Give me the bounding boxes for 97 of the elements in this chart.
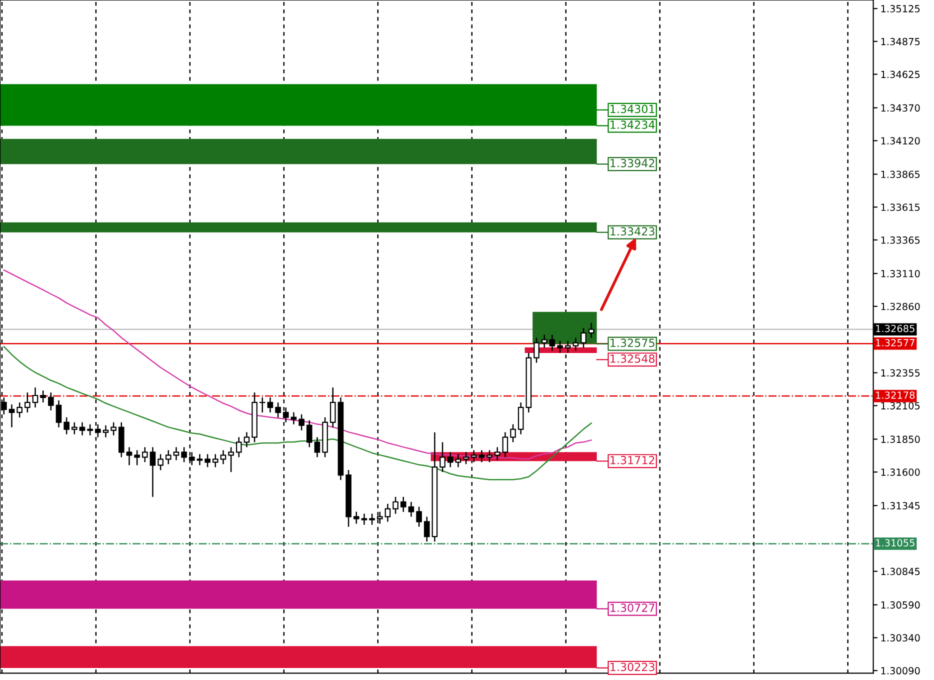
candlestick [79,422,86,436]
y-tick-label: 1.33865 [881,170,920,178]
candlestick [196,454,203,466]
y-tick-label: 1.33110 [881,270,920,278]
candlestick [330,386,336,428]
line-series [3,346,592,480]
candlestick [534,337,540,364]
candlestick [87,424,93,436]
candlestick [236,436,242,458]
candlestick [408,501,414,518]
band-label: 1.30727 [610,604,654,612]
candlestick [564,340,571,354]
candlestick [314,436,320,458]
candlestick [549,334,556,352]
y-tick-label: 1.31850 [881,436,920,443]
candlestick [275,402,281,418]
candlestick [267,396,274,414]
y-tick-label: 1.34370 [881,104,920,112]
y-tick-label: 1.33365 [881,236,920,244]
candlestick [416,506,422,528]
candlestick [447,452,454,468]
y-tick-label: 1.30340 [881,634,920,642]
band-label: 1.32548 [610,354,655,363]
y-tick-label: 1.32355 [881,369,920,377]
candlestick [110,422,116,436]
candlestick [424,516,430,542]
candlestick [134,450,140,466]
candlestick [306,420,312,448]
candlestick [204,454,210,468]
y-tick-label: 1.34120 [881,137,920,145]
candlestick [64,416,70,435]
candlestick [40,390,46,404]
candlestick [455,454,462,468]
band-label: 1.31712 [610,456,654,464]
candlestick [48,392,54,411]
candlestick [518,402,524,435]
band-label: 1.30223 [610,662,654,672]
candlestick [126,446,132,466]
y-tick-label: 1.35125 [881,5,920,12]
y-tick-label: 1.30590 [881,601,920,609]
candlestick [541,334,548,348]
y-tick-label: 1.33615 [881,204,920,211]
candlestick [369,513,375,526]
candlestick [259,396,266,414]
y-tick-label: 1.30090 [881,667,920,674]
text: 1.34301 [610,104,654,114]
candlestick [56,400,62,428]
band-label: 1.33942 [610,158,654,168]
y-tick-label: 1.32860 [881,302,920,310]
candlestick [165,450,172,465]
candlestick [298,414,304,431]
candlestick [384,503,391,522]
candlestick [102,424,109,438]
candlestick [72,422,78,435]
candlestick [440,442,446,473]
y-tick-label: 1.31345 [881,502,920,510]
candlestick [290,412,297,425]
y-tick-label: 1.31600 [881,468,920,476]
candlestick [400,496,406,512]
candlestick [8,404,15,428]
candlestick [142,446,148,463]
band-label: 1.32575 [610,338,654,348]
band-label: 1.33423 [610,227,654,236]
ref-line-label: 1.32685 [876,324,914,332]
ref-line-label: 1.32577 [876,339,914,346]
candlestick [392,496,398,514]
candlestick [212,454,218,468]
candlestick [361,513,368,526]
y-tick-label: 1.34875 [881,38,920,46]
ref-line-label: 1.32178 [876,392,915,399]
candlestick [228,446,234,473]
candlestick [24,392,30,414]
y-tick-label: 1.30845 [881,568,920,576]
candlestick [244,432,250,448]
candlestick [220,450,226,465]
candlestick [150,446,156,498]
band-label: 1.34234 [610,120,655,129]
candlestick [502,432,508,458]
candlestick [572,337,579,352]
candlestick [478,450,485,463]
candlestick [588,322,594,339]
candlestick [494,446,500,461]
y-tick-label: 1.32105 [881,402,920,410]
candlestick [181,446,187,463]
candlestick [16,402,22,418]
candlestick [510,424,516,443]
candlestick [158,454,164,471]
candlestick [580,327,586,348]
candlestick [32,386,38,408]
ref-line-label: 1.31055 [876,539,914,547]
candlestick [463,452,469,465]
candlestick [486,450,492,463]
y-tick-label: 1.34625 [881,70,920,78]
line-series [3,269,592,460]
candlestick [557,340,563,354]
candlestick [173,446,180,461]
candlestick [353,511,360,524]
